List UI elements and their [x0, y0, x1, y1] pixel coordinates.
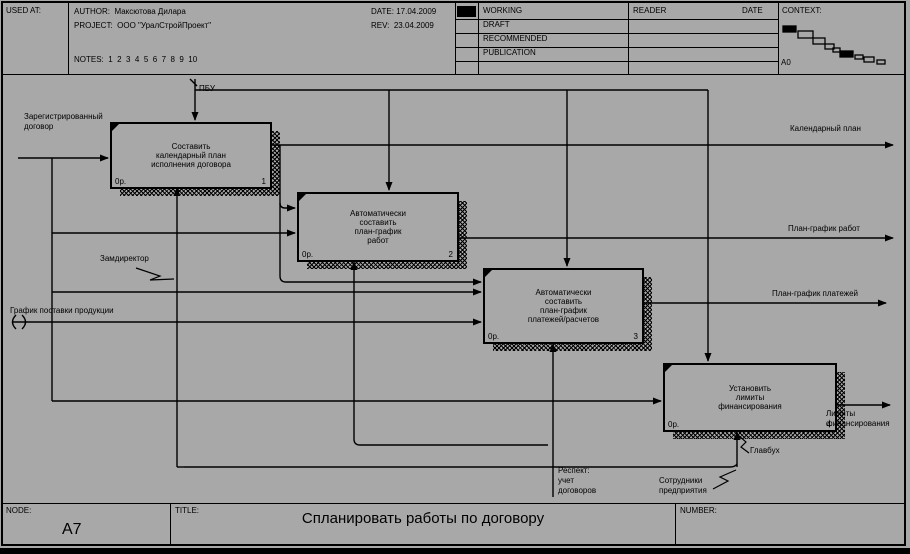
- footer-divider: [170, 503, 171, 545]
- activity3-number: 3: [633, 332, 638, 341]
- context-label: CONTEXT:: [782, 6, 822, 15]
- used-at-label: USED AT:: [6, 6, 41, 15]
- box-corner-fold-icon: [112, 124, 119, 131]
- footer-divider: [675, 503, 676, 545]
- project-value: ООО "УралСтройПроект": [117, 21, 212, 30]
- footer-top-line: [1, 503, 906, 504]
- rev-row: REV: 23.04.2009: [371, 21, 434, 30]
- activity-box-1[interactable]: Составить календарный план исполнения до…: [110, 122, 272, 189]
- arrow-staff-mechanism: [173, 187, 741, 468]
- node-value: А7: [62, 521, 82, 538]
- status-row-line: [455, 19, 778, 20]
- date-row: DATE: 17.04.2009: [371, 7, 436, 16]
- status-publication[interactable]: PUBLICATION: [483, 48, 536, 57]
- activity2-cost: 0р.: [302, 250, 314, 259]
- status-row-line: [455, 33, 778, 34]
- working-checkbox-filled[interactable]: [457, 6, 476, 17]
- date-label: DATE:: [371, 7, 394, 16]
- arrow-pbu-control: [189, 78, 712, 362]
- sheet-border-bottom: [1, 544, 906, 546]
- activity3-title: Автоматически составить план-график плат…: [527, 287, 600, 325]
- sheet-border-left: [1, 1, 3, 546]
- header-divider: [455, 1, 456, 74]
- delivery-schedule-label: График поставки продукции: [10, 306, 114, 315]
- activity4-number: 4: [826, 420, 831, 429]
- chief-accountant-squiggle: [737, 434, 750, 454]
- notes-row: NOTES: 1 2 3 4 5 6 7 8 9 10: [74, 55, 197, 64]
- activity3-cost: 0р.: [488, 332, 500, 341]
- author-label: AUTHOR:: [74, 7, 110, 16]
- notes-label: NOTES:: [74, 55, 104, 64]
- diagram-title: Спланировать работы по договору: [301, 510, 545, 527]
- tunnel-mark-left: [11, 314, 17, 330]
- header-bottom-line: [1, 74, 906, 75]
- arrow-registered-contract: [18, 154, 662, 405]
- author-value: Максютова Дилара: [114, 7, 186, 16]
- sheet-border-right: [904, 1, 906, 546]
- arrow-respect-mechanism: [350, 261, 557, 497]
- cascade-boxes: [782, 25, 886, 65]
- registered-contract-label: Зарегистрированный договор: [24, 112, 103, 131]
- activity2-title: Автоматически составить план-график рабо…: [350, 208, 406, 246]
- staff-label: Сотрудники предприятия: [659, 476, 707, 495]
- bottom-black-band: [0, 548, 910, 554]
- title-label: TITLE:: [175, 506, 200, 515]
- deputy-director-label: Замдиректор: [100, 254, 149, 263]
- notes-numbers: 1 2 3 4 5 6 7 8 9 10: [108, 55, 198, 64]
- reader-date-label: DATE: [742, 6, 763, 15]
- status-row-line: [455, 61, 778, 62]
- header-divider: [628, 1, 629, 74]
- rev-label: REV:: [371, 21, 390, 30]
- box-corner-fold-icon: [485, 270, 492, 277]
- context-thumbnail-icon[interactable]: [780, 22, 906, 68]
- header-divider: [68, 1, 69, 74]
- date-value: 17.04.2009: [396, 7, 437, 16]
- status-working[interactable]: WORKING: [483, 6, 523, 15]
- project-row: PROJECT: ООО "УралСтройПроект": [74, 21, 211, 30]
- payment-schedule-label: План-график платежей: [772, 289, 859, 298]
- header-divider: [478, 1, 479, 74]
- activity-box-2[interactable]: Автоматически составить план-график рабо…: [297, 192, 459, 262]
- status-draft[interactable]: DRAFT: [483, 20, 510, 29]
- box-corner-fold-icon: [665, 365, 672, 372]
- header-divider: [778, 1, 779, 74]
- sheet-border-top: [1, 1, 906, 3]
- arrow-calendar-plan-branch: [279, 145, 482, 286]
- status-recommended[interactable]: RECOMMENDED: [483, 34, 548, 43]
- work-schedule-label: План-график работ: [788, 224, 860, 233]
- staff-squiggle: [712, 469, 737, 490]
- tunnel-mark-right: [21, 314, 27, 330]
- reader-label: READER: [633, 6, 667, 15]
- arrow-delivery-schedule: [11, 314, 482, 330]
- activity-box-3[interactable]: Автоматически составить план-график плат…: [483, 268, 644, 344]
- activity-box-4[interactable]: Установить лимиты финансирования 0р. 4: [663, 363, 837, 432]
- chief-accountant-label: Главбух: [750, 446, 780, 455]
- deputy-director-squiggle: [135, 267, 175, 281]
- financing-limits-label: Лимиты финансирования: [826, 409, 890, 428]
- context-node-label: A0: [781, 58, 791, 67]
- project-label: PROJECT:: [74, 21, 113, 30]
- respect-system-label: Респект: учет договоров: [558, 466, 597, 495]
- status-row-line: [455, 47, 778, 48]
- box-corner-fold-icon: [299, 194, 306, 201]
- node-label: NODE:: [6, 506, 32, 515]
- pbu-label: ПБУ: [199, 84, 215, 93]
- arrow-outputs: [268, 141, 894, 409]
- activity1-cost: 0р.: [115, 177, 127, 186]
- activity4-cost: 0р.: [668, 420, 680, 429]
- rev-value: 23.04.2009: [393, 21, 434, 30]
- activity2-number: 2: [448, 250, 453, 259]
- activity1-number: 1: [261, 177, 266, 186]
- number-label: NUMBER:: [680, 506, 717, 515]
- activity1-title: Составить календарный план исполнения до…: [151, 141, 231, 170]
- author-row: AUTHOR: Максютова Дилара: [74, 7, 186, 16]
- calendar-plan-label: Календарный план: [790, 124, 861, 133]
- activity4-title: Установить лимиты финансирования: [718, 383, 782, 412]
